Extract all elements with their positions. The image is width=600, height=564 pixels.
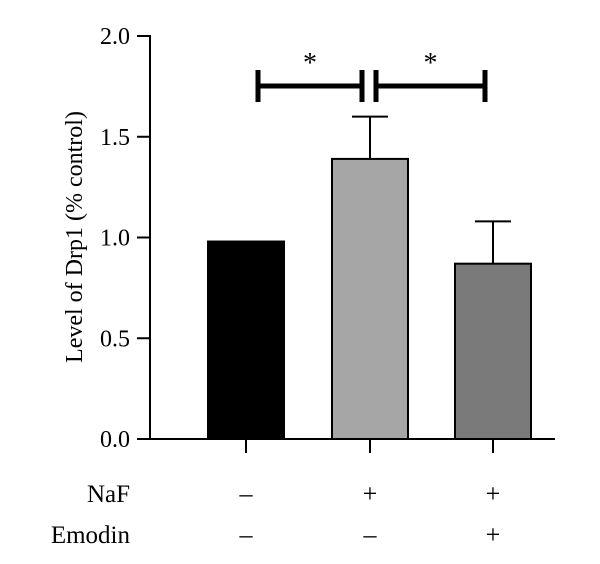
error-bars [352,115,511,264]
bar-3 [454,262,532,440]
treatment-sign: – [239,479,254,508]
sig-star: * [424,48,438,79]
row-label-naf: NaF [87,481,130,508]
y-tick-label: 0.0 [100,427,130,453]
treatment-sign: + [363,479,378,508]
y-axis: 0.0 0.5 1.0 1.5 2.0 [100,24,151,453]
y-tick-label: 1.0 [100,226,130,252]
bars [207,157,532,440]
treatment-sign: – [363,520,378,549]
bar-2 [331,157,409,440]
treatment-table: NaF – + + Emodin – – + [51,479,501,549]
treatment-sign: + [486,520,501,549]
sig-star: * [303,48,317,79]
y-tick-label: 0.5 [100,326,130,352]
bar-1 [207,240,285,440]
treatment-sign: + [486,479,501,508]
row-label-emodin: Emodin [51,522,131,549]
y-tick-label: 2.0 [100,24,130,50]
y-tick-label: 1.5 [100,125,130,151]
significance-brackets: * * [255,48,488,102]
y-axis-title: Level of Drp1 (% control) [62,111,88,363]
x-axis [150,438,555,453]
treatment-sign: – [239,520,254,549]
